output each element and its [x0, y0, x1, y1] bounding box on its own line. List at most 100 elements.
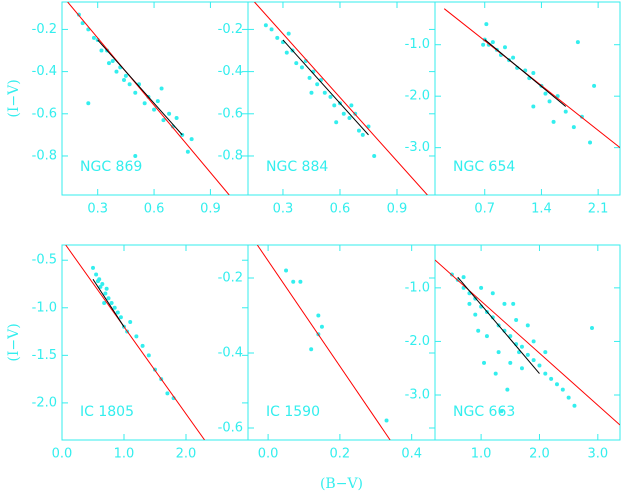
y-tick-label: -0.6 [218, 106, 243, 121]
star-point [328, 94, 333, 99]
star-point [508, 334, 513, 339]
star-point [127, 82, 132, 87]
star-point [575, 40, 580, 45]
x-tick-label: 0.3 [273, 202, 294, 217]
star-point [563, 109, 568, 114]
y-tick-label: -0.6 [218, 421, 243, 436]
star-point [123, 73, 128, 78]
fit-line [254, 2, 428, 195]
y-axis-label: (I−V) [6, 323, 22, 361]
star-point [91, 265, 95, 270]
star-point [299, 65, 304, 70]
star-point [152, 107, 157, 112]
star-point [508, 360, 513, 365]
star-point [315, 82, 320, 87]
star-point [384, 418, 389, 423]
star-point [106, 296, 111, 301]
y-tick-label: -1.5 [32, 348, 57, 363]
star-point [319, 324, 324, 329]
star-point [511, 301, 516, 306]
star-point [284, 268, 289, 273]
x-tick-label: 1.0 [471, 447, 492, 462]
star-point [484, 334, 489, 339]
star-point [481, 42, 486, 47]
star-point [146, 353, 151, 358]
x-tick-label: 1.0 [114, 447, 135, 462]
star-point [103, 291, 108, 296]
y-tick-label: -0.6 [32, 106, 57, 121]
y-tick-label: -0.4 [218, 64, 243, 79]
panel-frame [434, 244, 621, 441]
star-point [94, 272, 99, 277]
y-tick-label: -3.0 [405, 140, 430, 155]
x-tick-label: 0.6 [330, 202, 351, 217]
star-point [133, 153, 138, 158]
star-point [122, 78, 126, 83]
x-tick-label: 2.0 [176, 447, 197, 462]
star-point [356, 128, 361, 133]
star-point [86, 101, 91, 106]
star-point [161, 118, 166, 123]
star-point [134, 334, 139, 339]
star-point [511, 55, 516, 60]
y-tick-label: -2.0 [405, 89, 430, 104]
mean-line [282, 39, 369, 136]
y-tick-label: -0.2 [218, 22, 243, 37]
star-point [275, 35, 280, 40]
star-point [155, 99, 160, 104]
star-point [286, 31, 291, 36]
star-point [531, 339, 536, 344]
star-point [566, 395, 571, 400]
plot-area [435, 259, 620, 426]
y-tick-label: -0.2 [218, 271, 243, 286]
star-point [294, 61, 299, 66]
y-tick-label: -0.5 [32, 253, 57, 268]
cluster-name: NGC 869 [80, 159, 142, 175]
star-point [360, 132, 365, 137]
star-point [479, 285, 484, 290]
star-point [112, 305, 117, 310]
y-tick-label: -2.0 [32, 395, 57, 410]
star-point [502, 301, 507, 306]
fit-line [67, 2, 230, 195]
star-point [307, 75, 312, 80]
star-point [531, 104, 536, 109]
star-point [142, 101, 147, 106]
star-point [159, 86, 164, 91]
star-point [347, 116, 352, 121]
x-tick-label: 0.9 [200, 202, 221, 217]
star-point [110, 59, 115, 64]
star-point [543, 350, 548, 355]
star-point [332, 103, 337, 108]
star-point [499, 409, 504, 414]
star-point [309, 347, 314, 352]
plot-area [443, 8, 620, 149]
star-point [334, 120, 339, 125]
star-point [525, 352, 530, 357]
star-point [502, 45, 507, 50]
x-tick-label: 0.9 [387, 202, 408, 217]
y-tick-label: -1.0 [405, 37, 430, 52]
star-point [484, 22, 489, 27]
star-point [349, 103, 354, 108]
star-point [284, 50, 289, 55]
x-tick-label: 2.0 [529, 447, 550, 462]
star-point [118, 315, 123, 320]
star-point [114, 69, 119, 74]
star-point [473, 312, 478, 317]
y-tick-label: -1.0 [405, 280, 430, 295]
plot-area [254, 2, 428, 195]
y-tick-label: -0.4 [32, 64, 57, 79]
fit-line [65, 245, 206, 440]
fit-line [256, 245, 391, 440]
star-point [109, 301, 114, 306]
star-point [309, 90, 314, 95]
plot-area [256, 245, 391, 440]
star-point [461, 275, 466, 280]
star-point [549, 376, 554, 381]
plot-area [65, 245, 206, 440]
star-point [482, 360, 487, 365]
x-axis-label: (B−V) [320, 476, 363, 492]
star-point [467, 301, 472, 306]
y-tick-label: -0.4 [218, 346, 243, 361]
